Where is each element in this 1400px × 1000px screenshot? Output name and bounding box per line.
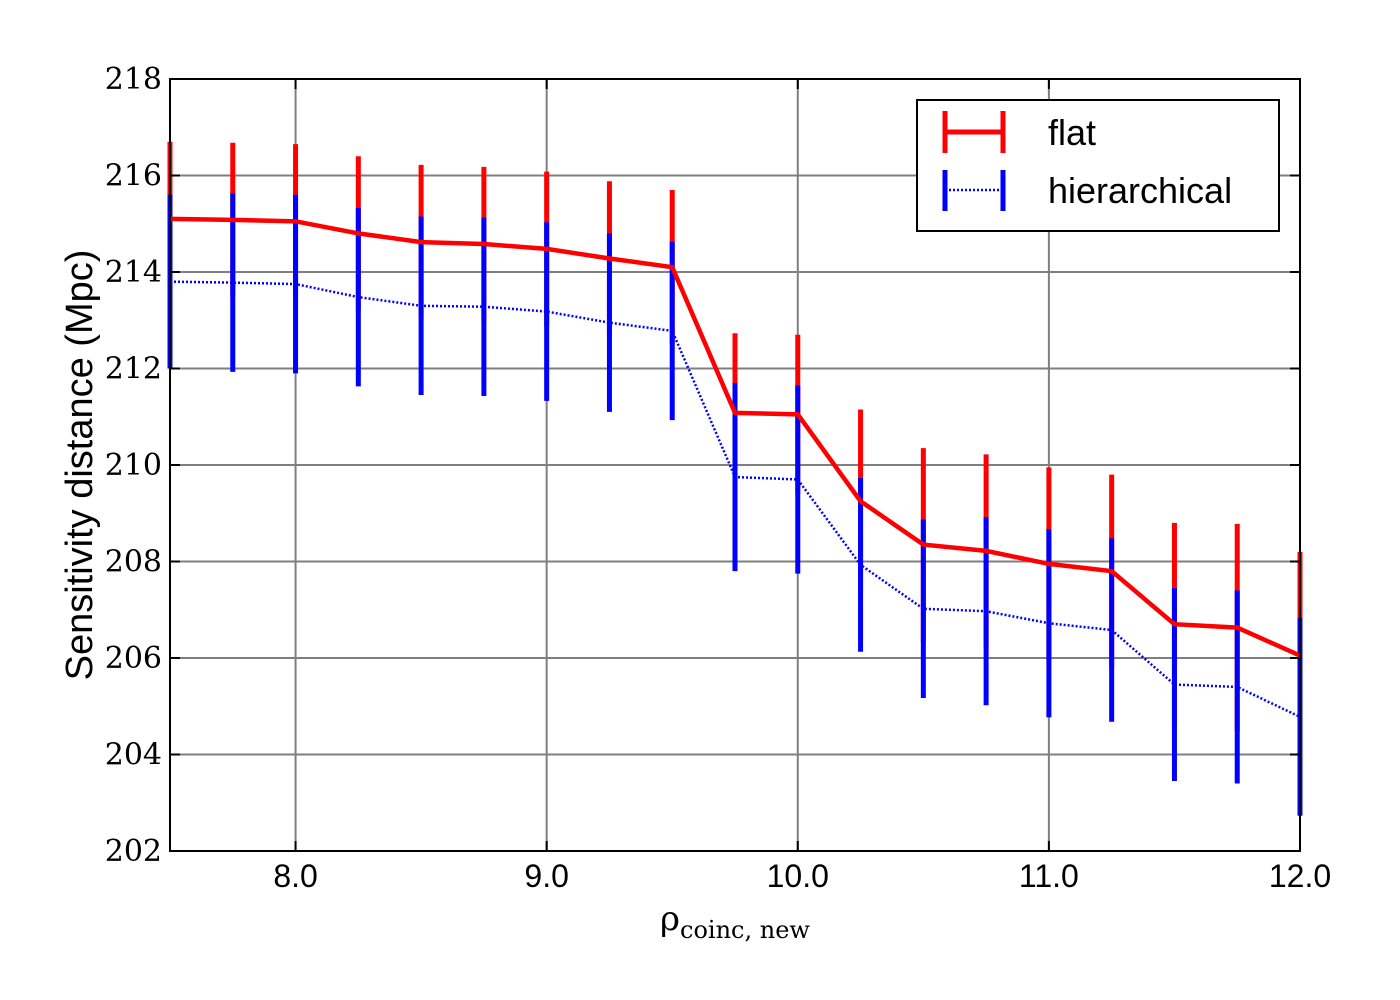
y-tick-label: 202 [105, 834, 162, 869]
x-axis-label-subscript: coinc, new [680, 916, 810, 944]
legend-flat-label: flat [1048, 112, 1096, 153]
y-axis-label: Sensitivity distance (Mpc) [59, 250, 101, 681]
x-tick-label: 8.0 [273, 858, 317, 894]
legend-box [916, 99, 1280, 232]
x-tick-label: 12.0 [1269, 858, 1331, 894]
legend-entry-hierarchical: hierarchical [942, 170, 1232, 211]
y-tick-label: 208 [105, 545, 162, 580]
errorbars-hierarchical [167, 193, 1303, 816]
legend: flat hierarchical [916, 99, 1280, 232]
y-tick-label: 216 [105, 159, 162, 194]
x-tick-label: 9.0 [524, 858, 568, 894]
legend-entry-flat: flat [942, 111, 1096, 153]
y-tick-label: 204 [105, 738, 162, 773]
series-layer [167, 141, 1303, 816]
x-tick-label: 10.0 [767, 858, 829, 894]
series-line-hierarchical [169, 280, 1301, 718]
y-tick-label: 214 [105, 255, 162, 290]
series-line-flat [169, 216, 1301, 658]
y-tick-label: 210 [105, 448, 162, 483]
legend-hierarchical-label: hierarchical [1048, 170, 1232, 211]
y-tick-label: 212 [105, 352, 162, 387]
x-axis-label: ρcoinc, new [660, 899, 810, 944]
y-tick-label: 218 [105, 62, 162, 97]
axis-ticks: 8.0 9.0 10.0 11.0 12.0 202 204 206 208 210 212 214 2… [105, 62, 1331, 894]
y-tick-label: 206 [105, 641, 162, 676]
x-axis-label-symbol: ρ [660, 899, 680, 939]
x-tick-label: 11.0 [1019, 858, 1079, 894]
